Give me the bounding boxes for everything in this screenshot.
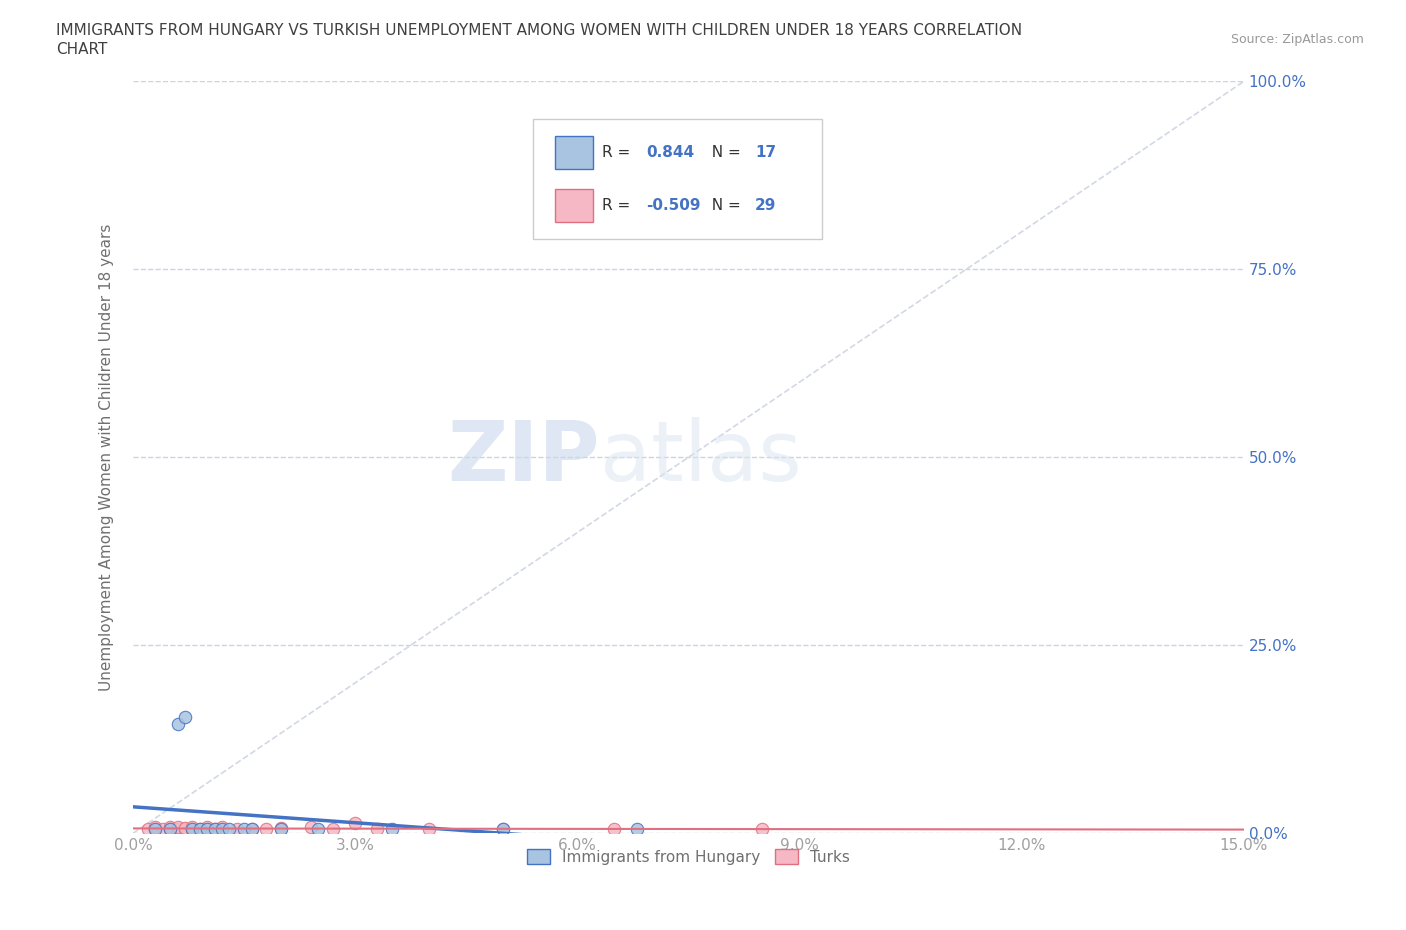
Text: Source: ZipAtlas.com: Source: ZipAtlas.com: [1230, 33, 1364, 46]
Point: [159, 822, 181, 837]
Point: [195, 819, 218, 834]
Point: [166, 822, 188, 837]
Point: [204, 822, 226, 837]
Point: [204, 822, 226, 837]
Point: [492, 822, 515, 837]
Point: [344, 816, 367, 830]
Point: [195, 822, 218, 837]
Point: [211, 822, 233, 837]
Point: [159, 819, 181, 834]
Point: [174, 820, 197, 835]
Point: [195, 822, 218, 837]
Point: [181, 822, 204, 837]
Point: [299, 819, 322, 834]
Point: [174, 822, 197, 837]
Text: N =: N =: [702, 198, 745, 213]
Legend: Immigrants from Hungary, Turks: Immigrants from Hungary, Turks: [520, 843, 856, 870]
FancyBboxPatch shape: [533, 119, 821, 239]
Point: [166, 717, 188, 732]
Point: [143, 822, 166, 837]
Y-axis label: Unemployment Among Women with Children Under 18 years: Unemployment Among Women with Children U…: [100, 223, 114, 691]
Point: [225, 822, 247, 837]
Point: [381, 822, 404, 837]
Text: 17: 17: [755, 145, 776, 160]
FancyBboxPatch shape: [555, 137, 593, 169]
Point: [211, 819, 233, 834]
Text: ZIP: ZIP: [447, 417, 599, 498]
Point: [366, 822, 388, 837]
Point: [152, 822, 174, 837]
Point: [218, 822, 240, 837]
Point: [166, 819, 188, 834]
Text: R =: R =: [602, 198, 636, 213]
Point: [188, 822, 211, 837]
FancyBboxPatch shape: [555, 189, 593, 222]
Point: [174, 710, 197, 724]
Text: N =: N =: [702, 145, 745, 160]
Point: [418, 822, 440, 837]
Text: 29: 29: [755, 198, 776, 213]
Point: [143, 822, 166, 837]
Point: [254, 822, 277, 837]
Point: [159, 822, 181, 837]
Point: [181, 822, 204, 837]
Point: [751, 822, 773, 837]
Point: [240, 822, 263, 837]
Text: R =: R =: [602, 145, 636, 160]
Text: -0.509: -0.509: [647, 198, 700, 213]
Point: [136, 822, 159, 837]
Point: [603, 822, 626, 837]
Point: [270, 820, 292, 835]
Point: [233, 822, 256, 837]
Text: CHART: CHART: [56, 42, 108, 57]
Point: [240, 822, 263, 837]
Text: 0.844: 0.844: [647, 145, 695, 160]
Point: [492, 822, 515, 837]
Point: [188, 822, 211, 837]
Point: [181, 819, 204, 834]
Point: [143, 819, 166, 834]
Point: [307, 822, 329, 837]
Text: IMMIGRANTS FROM HUNGARY VS TURKISH UNEMPLOYMENT AMONG WOMEN WITH CHILDREN UNDER : IMMIGRANTS FROM HUNGARY VS TURKISH UNEMP…: [56, 23, 1022, 38]
Point: [322, 822, 344, 837]
Point: [270, 822, 292, 837]
Text: atlas: atlas: [599, 417, 801, 498]
Point: [626, 822, 648, 837]
